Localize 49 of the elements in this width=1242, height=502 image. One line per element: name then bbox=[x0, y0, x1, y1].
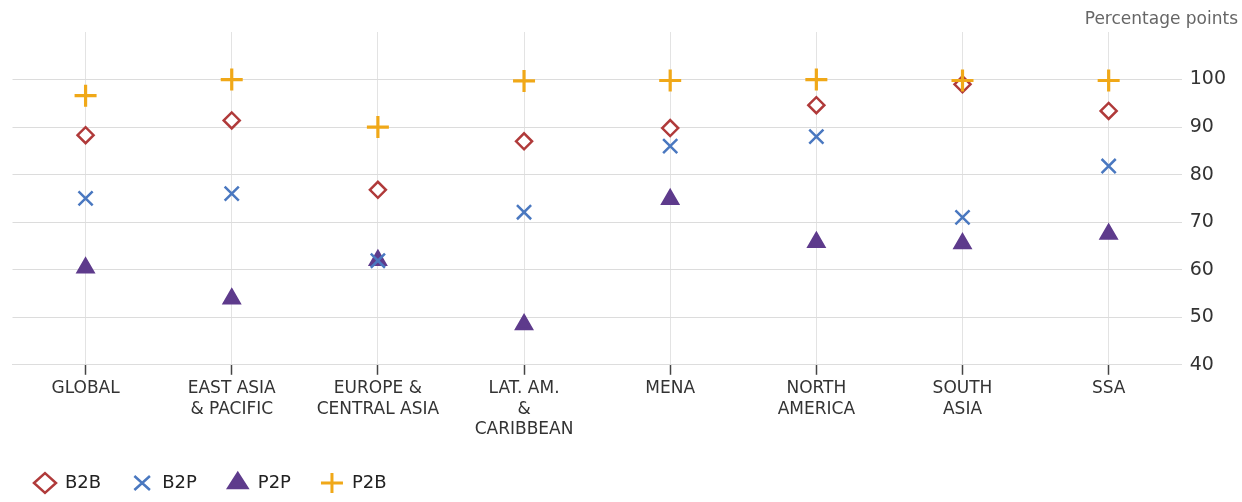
point bbox=[222, 288, 241, 305]
x-tick-label: MENA bbox=[645, 377, 696, 398]
legend-label: P2B bbox=[351, 470, 387, 492]
point bbox=[953, 233, 972, 250]
x-tick-label: GLOBAL bbox=[51, 377, 121, 398]
point bbox=[1100, 157, 1117, 175]
point bbox=[1099, 223, 1118, 240]
point bbox=[74, 84, 97, 107]
x-tick-label: LAT. AM. & CARIBBEAN bbox=[474, 377, 574, 439]
x-tick-label: SOUTH ASIA bbox=[932, 377, 993, 418]
x-tick-label: EAST ASIA & PACIFIC bbox=[187, 377, 277, 418]
point bbox=[515, 203, 533, 221]
y-tick-label: 90 bbox=[1189, 114, 1214, 137]
point bbox=[222, 111, 241, 130]
y-tick-label: 40 bbox=[1189, 351, 1214, 374]
point bbox=[76, 257, 95, 274]
point bbox=[223, 185, 241, 202]
point bbox=[1099, 101, 1118, 121]
point bbox=[1097, 69, 1120, 92]
point bbox=[659, 69, 682, 92]
point bbox=[513, 69, 536, 92]
point bbox=[366, 116, 389, 139]
point bbox=[515, 314, 534, 331]
point bbox=[220, 68, 243, 91]
point bbox=[661, 137, 679, 155]
point bbox=[954, 209, 971, 226]
y-tick-label: 100 bbox=[1189, 66, 1226, 89]
x-tick-label: SSA bbox=[1091, 377, 1126, 398]
point bbox=[77, 190, 94, 207]
x-tick-label: EUROPE & CENTRAL ASIA bbox=[316, 377, 440, 418]
legend-label: P2P bbox=[257, 470, 292, 492]
point bbox=[805, 68, 828, 91]
point bbox=[368, 180, 388, 200]
y-axis-title: Percentage points bbox=[1084, 7, 1239, 28]
legend-label: B2B bbox=[65, 470, 102, 492]
point bbox=[807, 95, 826, 115]
y-tick-label: 80 bbox=[1189, 161, 1214, 184]
point bbox=[660, 118, 680, 138]
point bbox=[951, 69, 974, 92]
point bbox=[76, 125, 95, 145]
legend-label: B2P bbox=[162, 470, 197, 492]
y-tick-label: 70 bbox=[1189, 209, 1214, 232]
point bbox=[807, 231, 826, 248]
point bbox=[808, 128, 825, 145]
y-tick-label: 60 bbox=[1189, 256, 1214, 279]
y-tick-label: 50 bbox=[1189, 304, 1214, 327]
x-tick-label: NORTH AMERICA bbox=[777, 377, 856, 418]
point bbox=[514, 132, 534, 151]
point bbox=[661, 189, 680, 206]
